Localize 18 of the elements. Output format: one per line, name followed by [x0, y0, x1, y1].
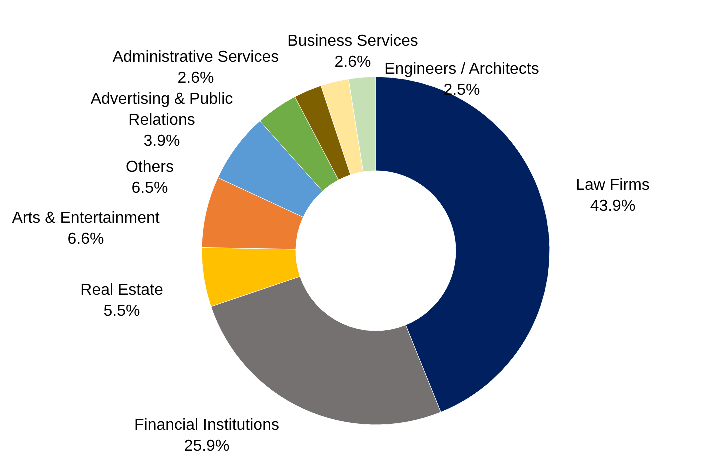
data-label: 6.6%	[68, 231, 104, 248]
data-label: 3.9%	[144, 133, 180, 150]
slice-label: Financial Institutions	[134, 417, 280, 434]
slice-label: Engineers / Architects	[384, 61, 540, 78]
data-label: 2.6%	[334, 54, 372, 71]
slice-label: Real Estate	[80, 282, 164, 299]
slice-label: Arts & Entertainment	[12, 210, 160, 227]
data-label: 6.5%	[132, 180, 168, 197]
slice-label: Business Services	[288, 33, 418, 50]
data-label: 2.5%	[444, 82, 480, 99]
data-label: 25.9%	[184, 438, 230, 455]
data-label: 2.6%	[178, 70, 214, 87]
slice-label: Administrative Services	[112, 49, 280, 66]
data-label: 5.5%	[104, 303, 140, 320]
slice-label: Others	[126, 159, 174, 176]
data-label: 43.9%	[590, 198, 636, 215]
slice-label: Law Firms	[576, 177, 650, 194]
slice-label: Advertising & Public Relations	[90, 91, 234, 129]
